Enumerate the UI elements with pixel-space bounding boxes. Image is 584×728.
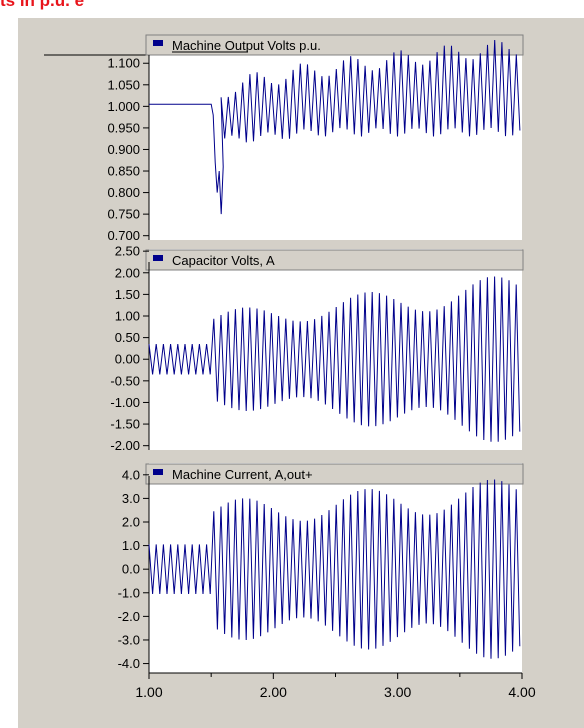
y-axis-ticks-2 (143, 250, 149, 447)
y-tick-label: -4.0 (118, 656, 140, 671)
x-tick-label: 2.00 (260, 684, 287, 700)
legend-label-3: Machine Current, A,out+ (172, 467, 313, 482)
x-tick-label: 3.00 (384, 684, 411, 700)
y-tick-label: 4.0 (122, 467, 140, 482)
y-tick-label: 0.700 (107, 228, 140, 243)
y-tick-label: 2.0 (122, 514, 140, 529)
legend-box-1[interactable] (145, 34, 524, 56)
y-tick-label: 2.00 (115, 265, 140, 280)
y-tick-label: -1.50 (110, 417, 140, 432)
y-tick-label: 0.00 (115, 352, 140, 367)
y-tick-label: 0.900 (107, 142, 140, 157)
y-tick-label: -3.0 (118, 632, 140, 647)
panel-machine-current: Machine Current, A,out+ 4.0 3.0 2.0 1.0 0.0 -… (118, 463, 524, 673)
legend-box-3[interactable] (145, 463, 524, 485)
y-tick-label: 1.50 (115, 287, 140, 302)
plot-area-2 (149, 249, 522, 450)
y-tick-label: -1.0 (118, 585, 140, 600)
y-tick-label: 1.050 (107, 77, 140, 92)
y-tick-label: 1.00 (115, 309, 140, 324)
legend-label-2: Capacitor Volts, A (172, 253, 275, 268)
x-tick-label: 4.00 (508, 684, 535, 700)
y-tick-label: 0.0 (122, 562, 140, 577)
y-tick-label: -0.50 (110, 373, 140, 388)
y-axis-labels-1: 1.100 1.050 1.000 0.950 0.900 0.850 0.800 0.750… (107, 56, 140, 243)
y-tick-label: 0.750 (107, 207, 140, 222)
legend-box-2[interactable] (145, 249, 524, 271)
y-tick-label: 0.950 (107, 120, 140, 135)
legend-label-1: Machine Output Volts p.u. (172, 38, 321, 53)
y-tick-label: 1.000 (107, 99, 140, 114)
series-line-machine-current (148, 479, 521, 659)
y-axis-ticks-1 (143, 62, 149, 237)
page-title: ts in p.u. e (0, 0, 85, 10)
x-axis: 1.00 2.00 3.00 4.00 (135, 672, 536, 700)
y-tick-label: -2.00 (110, 438, 140, 453)
panel-capacitor-volts: Capacitor Volts, A 2.50 2.00 1.50 1.00 0.50 0… (110, 244, 524, 454)
y-tick-label: 0.850 (107, 164, 140, 179)
series-line-output-volts (149, 39, 521, 215)
y-tick-label: 0.800 (107, 185, 140, 200)
x-tick-label: 1.00 (135, 684, 162, 700)
legend-swatch-1 (153, 40, 163, 46)
y-tick-label: 1.0 (122, 538, 140, 553)
y-tick-label: 3.0 (122, 491, 140, 506)
y-tick-label: 1.100 (107, 56, 140, 71)
y-tick-label: -2.0 (118, 609, 140, 624)
y-axis-labels-3: 4.0 3.0 2.0 1.0 0.0 -1.0 -2.0 -3.0 -4.0 (118, 467, 140, 671)
y-tick-label: -1.00 (110, 395, 140, 410)
series-line-capacitor-volts (148, 276, 521, 442)
legend-swatch-3 (153, 469, 163, 475)
y-tick-label: 2.50 (115, 244, 140, 259)
panel-output-volts: Machine Output Volts p.u. 1.100 1.050 1.00… (44, 34, 524, 243)
y-axis-ticks-3 (143, 474, 149, 665)
y-axis-labels-2: 2.50 2.00 1.50 1.00 0.50 0.00 -0.50 -1.00 -1.50 -… (110, 244, 140, 454)
y-tick-label: 0.50 (115, 330, 140, 345)
legend-swatch-2 (153, 255, 163, 261)
